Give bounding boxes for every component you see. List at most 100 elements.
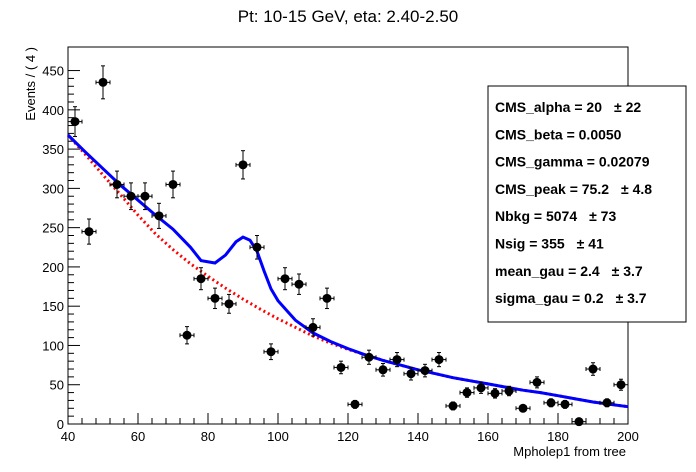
stat-error: ± 3.7 [616, 290, 647, 306]
stat-label: sigma_gau = 0.2 [495, 290, 604, 306]
y-tick-label: 400 [42, 103, 64, 118]
data-marker [616, 380, 626, 390]
y-tick-label: 350 [42, 142, 64, 157]
data-point [109, 170, 125, 199]
data-marker [518, 403, 528, 413]
x-tick-label: 140 [407, 429, 429, 444]
data-point [67, 106, 83, 138]
data-marker [140, 191, 150, 201]
data-marker [378, 365, 388, 375]
data-marker [322, 293, 332, 303]
data-point [599, 398, 615, 408]
data-point [487, 388, 503, 399]
data-point [291, 273, 307, 295]
data-point [333, 360, 349, 375]
data-marker [168, 179, 178, 189]
data-point [179, 326, 195, 345]
stat-label: CMS_beta = 0.0050 [495, 126, 622, 142]
data-point [445, 401, 461, 411]
stat-error: ± 3.7 [612, 263, 643, 279]
data-marker [504, 386, 514, 396]
x-tick-label: 200 [617, 429, 639, 444]
data-point [221, 293, 237, 314]
data-point [585, 362, 601, 376]
stat-error: ± 22 [614, 99, 641, 115]
data-marker [476, 383, 486, 393]
data-point [151, 202, 167, 229]
data-marker [252, 242, 262, 252]
chart-title: Pt: 10-15 GeV, eta: 2.40-2.50 [238, 7, 459, 26]
data-point [501, 385, 517, 397]
y-tick-label: 100 [42, 338, 64, 353]
stats-box-frame [487, 85, 687, 323]
data-marker [280, 274, 290, 284]
stat-label: CMS_alpha = 20 [495, 99, 602, 115]
data-point [319, 287, 335, 310]
data-marker [392, 355, 402, 365]
data-marker [406, 369, 416, 379]
data-point [515, 403, 531, 413]
data-point [347, 399, 363, 409]
data-marker [434, 355, 444, 365]
data-marker [224, 299, 234, 309]
data-point [81, 218, 97, 245]
x-tick-label: 40 [61, 429, 75, 444]
data-point [249, 235, 265, 260]
stat-error: ± 73 [589, 208, 616, 224]
stat-label: Nsig = 355 [495, 236, 565, 252]
data-marker [420, 366, 430, 376]
data-point [305, 318, 321, 337]
data-marker [266, 347, 276, 357]
data-marker [560, 399, 570, 409]
y-tick-label: 200 [42, 260, 64, 275]
data-point [137, 182, 153, 211]
x-tick-label: 60 [131, 429, 145, 444]
y-tick-label: 450 [42, 64, 64, 79]
x-tick-label: 100 [267, 429, 289, 444]
data-marker [112, 179, 122, 189]
x-tick-label: 160 [477, 429, 499, 444]
stat-error: ± 41 [577, 236, 604, 252]
data-marker [294, 279, 304, 289]
data-marker [210, 293, 220, 303]
data-point [235, 150, 251, 180]
data-point [95, 65, 111, 100]
x-tick-label: 80 [201, 429, 215, 444]
data-marker [602, 398, 612, 408]
fit-curves [66, 133, 629, 409]
data-marker [546, 398, 556, 408]
data-marker [364, 352, 374, 362]
y-tick-label: 0 [57, 417, 64, 432]
stat-label: CMS_peak = 75.2 [495, 181, 609, 197]
data-point [361, 349, 377, 365]
stat-label: mean_gau = 2.4 [495, 263, 600, 279]
data-points [67, 65, 629, 427]
total-fit-line [66, 133, 629, 409]
y-tick-label: 250 [42, 221, 64, 236]
x-axis: 40 60 80 100 120 140 160 180 200 [61, 413, 639, 444]
x-tick-label: 180 [547, 429, 569, 444]
data-marker [98, 77, 108, 87]
y-axis: 0 50 100 150 200 250 300 350 400 450 [42, 64, 80, 432]
y-tick-label: 300 [42, 181, 64, 196]
y-tick-label: 150 [42, 299, 64, 314]
stat-label: CMS_gamma = 0.02079 [495, 154, 650, 170]
data-point [375, 363, 391, 377]
data-marker [462, 388, 472, 398]
data-point [263, 343, 279, 361]
data-point [193, 267, 209, 291]
data-point [417, 363, 433, 378]
data-marker [154, 211, 164, 221]
data-point [277, 267, 293, 291]
data-marker [588, 364, 598, 374]
data-marker [70, 117, 80, 127]
data-point [557, 399, 573, 409]
data-marker [238, 160, 248, 170]
data-marker [336, 362, 346, 372]
data-point [431, 352, 447, 368]
data-point [613, 378, 629, 391]
data-point [459, 387, 475, 398]
data-point [529, 376, 545, 389]
data-point [207, 287, 223, 310]
data-point [165, 170, 181, 199]
